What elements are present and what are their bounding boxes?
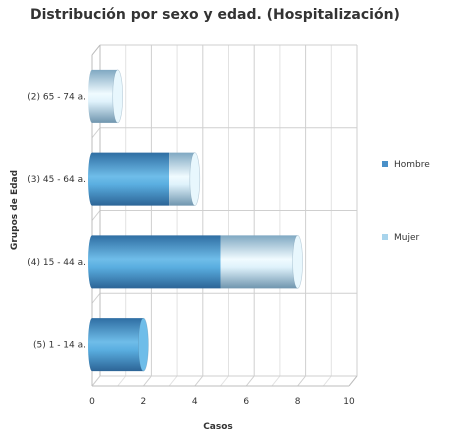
side-line bbox=[91, 127, 101, 139]
y-tick-labels: (2) 65 - 74 a. (3) 45 - 64 a. (4) 15 - 44 … bbox=[27, 92, 86, 350]
bar-end-cap bbox=[112, 69, 123, 124]
floor-line-minor bbox=[117, 375, 127, 387]
x-tick-label: 2 bbox=[141, 397, 147, 407]
legend-label-mujer: Mujer bbox=[394, 233, 420, 243]
x-tick-label: 0 bbox=[89, 397, 95, 407]
floor-line bbox=[143, 375, 152, 387]
y-tick-label: (5) 1 - 14 a. bbox=[33, 341, 86, 351]
floor-line-minor bbox=[220, 375, 229, 387]
floor-right-edge bbox=[348, 375, 358, 387]
floor-line-minor bbox=[322, 375, 332, 387]
x-axis-label: Casos bbox=[203, 422, 233, 432]
bars bbox=[88, 69, 303, 372]
floor-line bbox=[297, 375, 306, 387]
floor-line-minor bbox=[271, 375, 281, 387]
side-line bbox=[91, 375, 101, 387]
y-axis-label: Grupos de Edad bbox=[10, 170, 20, 250]
chart-title: Distribución por sexo y edad. (Hospitali… bbox=[30, 7, 400, 23]
top-left-edge bbox=[91, 44, 101, 56]
bar-mujer-2 bbox=[220, 235, 298, 289]
floor-line bbox=[245, 375, 255, 387]
bar-start-cap bbox=[88, 318, 96, 372]
y-tick-label: (4) 15 - 44 a. bbox=[27, 258, 86, 268]
floor-line-minor bbox=[168, 375, 178, 387]
legend: Hombre Mujer bbox=[382, 160, 430, 243]
x-tick-labels: 0 2 4 6 8 10 bbox=[89, 397, 355, 407]
x-tick-label: 10 bbox=[343, 397, 355, 407]
x-tick-label: 4 bbox=[192, 397, 198, 407]
legend-label-hombre: Hombre bbox=[394, 160, 430, 170]
floor-line bbox=[194, 375, 204, 387]
legend-swatch-mujer bbox=[382, 234, 388, 240]
y-tick-label: (2) 65 - 74 a. bbox=[27, 92, 86, 102]
bar-hombre-3 bbox=[92, 318, 144, 372]
bar-start-cap bbox=[88, 152, 96, 206]
bar-hombre-2 bbox=[92, 235, 221, 289]
y-tick-label: (3) 45 - 64 a. bbox=[27, 175, 86, 185]
side-line bbox=[91, 210, 101, 221]
side-line bbox=[91, 292, 101, 304]
legend-swatch-hombre bbox=[382, 161, 388, 167]
bar-end-cap bbox=[189, 152, 201, 206]
bar-end-cap bbox=[292, 235, 303, 289]
bar-hombre-1 bbox=[92, 152, 170, 206]
bar-start-cap bbox=[88, 235, 96, 289]
bar-start-cap bbox=[88, 69, 96, 123]
bar-end-cap bbox=[138, 317, 149, 372]
x-tick-label: 8 bbox=[295, 397, 301, 407]
x-tick-label: 6 bbox=[243, 397, 249, 407]
